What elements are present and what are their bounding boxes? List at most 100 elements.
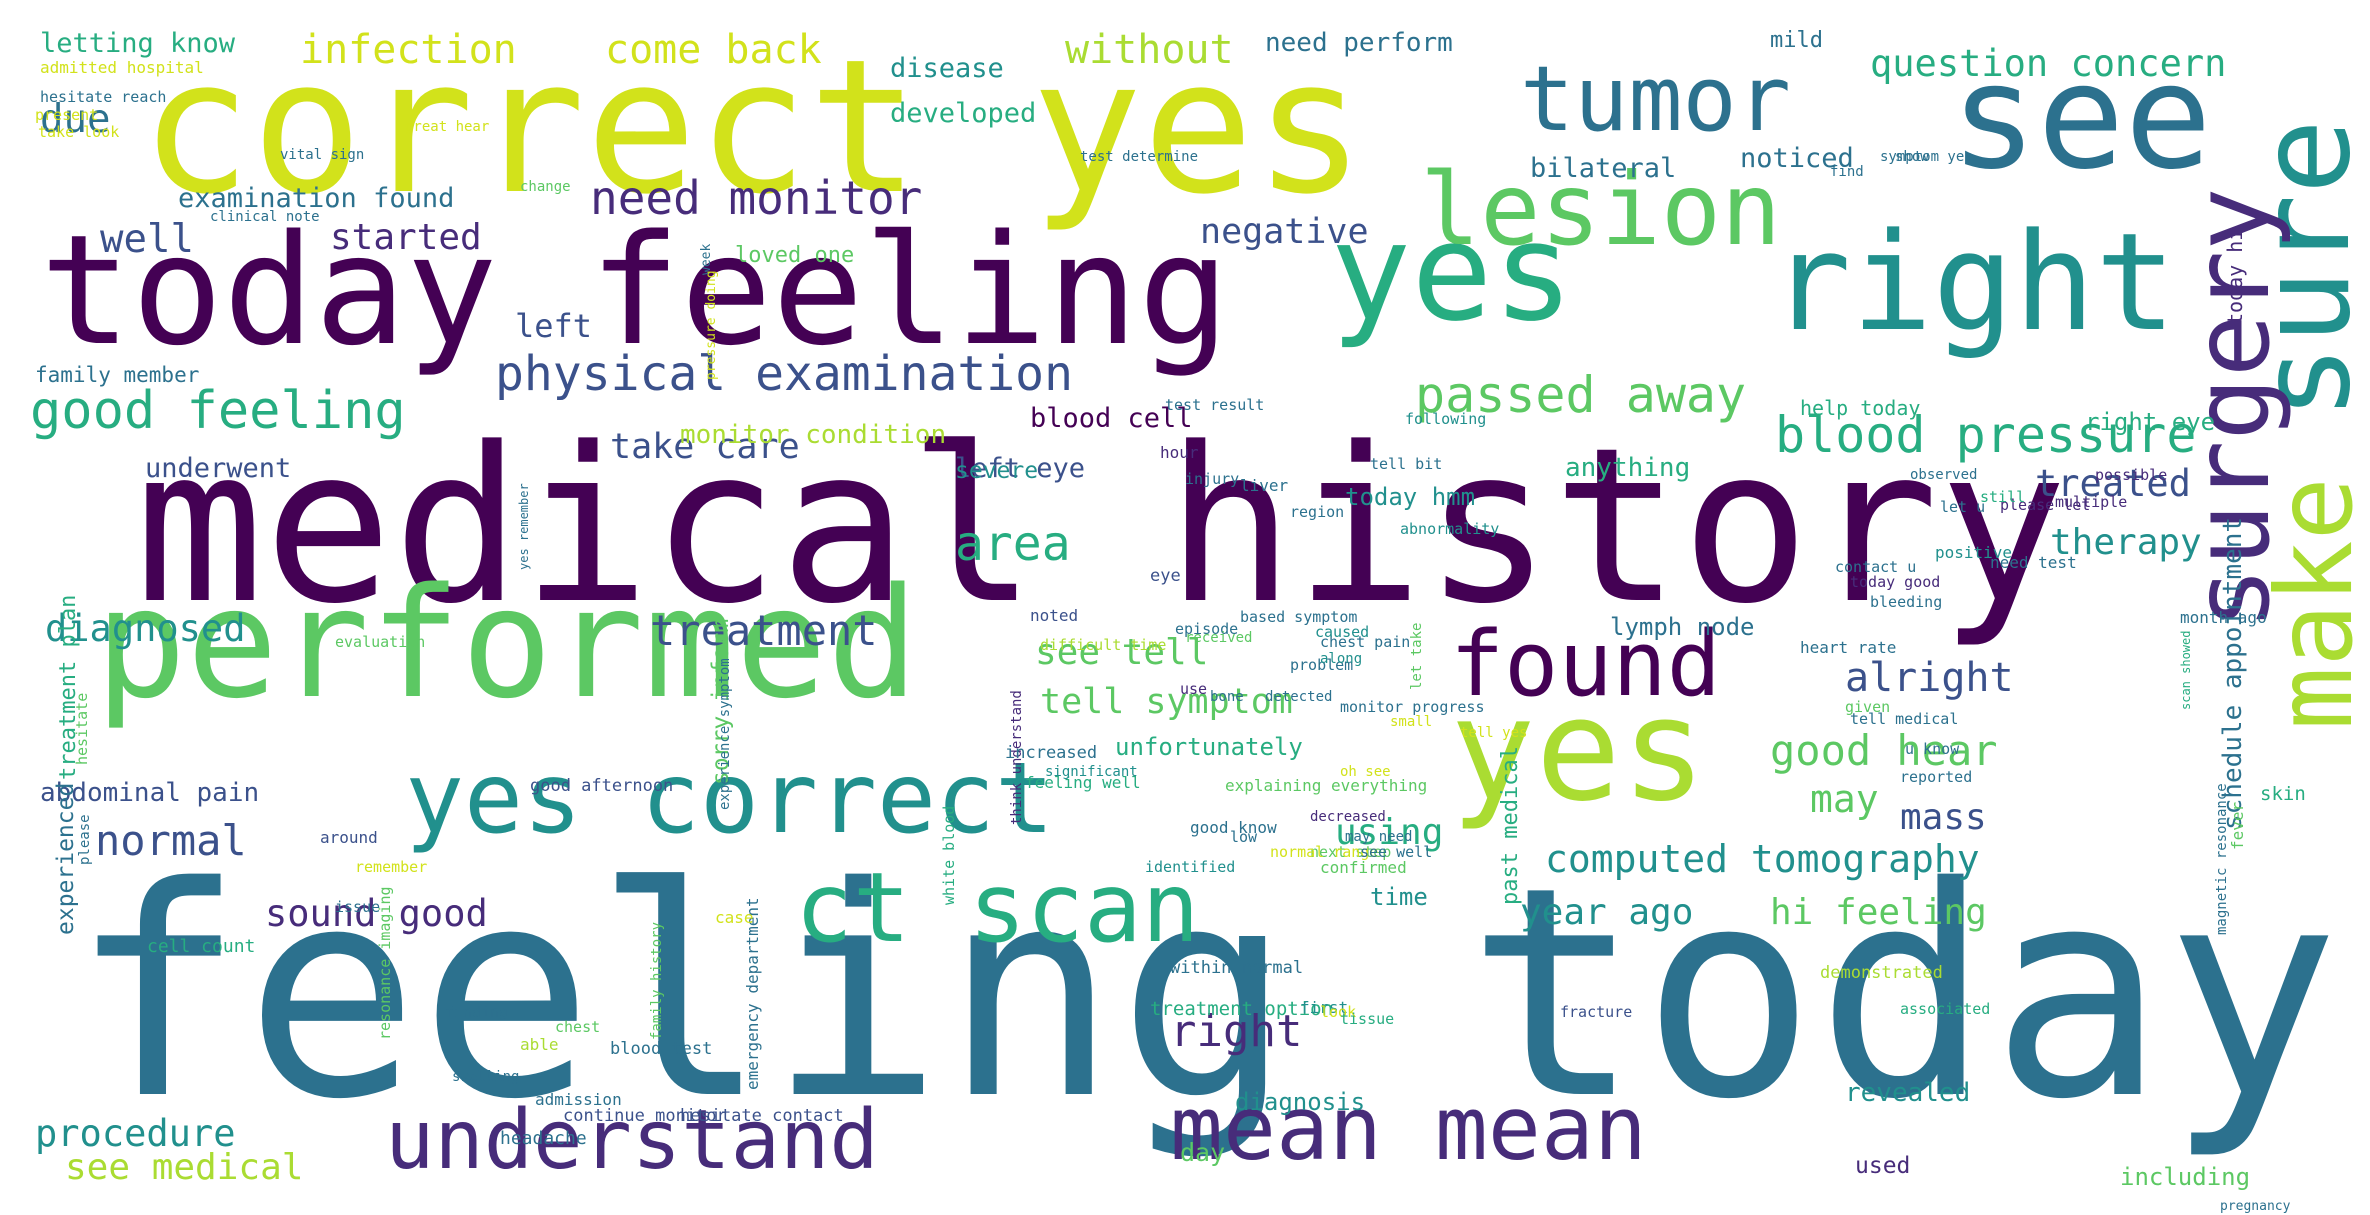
word: episode	[1175, 620, 1239, 638]
word: magnetic resonance	[2214, 783, 2230, 935]
word: may need	[1345, 829, 1413, 845]
word: multiple	[2055, 493, 2128, 511]
word: need test	[1990, 553, 2077, 572]
word: swelling	[452, 1069, 520, 1085]
word: right	[1170, 1006, 1303, 1057]
word: disease	[890, 53, 1004, 84]
word: performed	[95, 555, 919, 732]
word: evaluation	[335, 633, 426, 651]
word: contact u	[1835, 558, 1917, 576]
word: cell count	[147, 936, 256, 957]
word: headache	[500, 1128, 587, 1149]
word: physical examination	[495, 346, 1073, 402]
word: skin	[2260, 783, 2306, 805]
word: question concern	[1870, 42, 2227, 85]
word: today good	[1850, 573, 1941, 591]
word: abdominal pain	[40, 778, 260, 808]
word: observed	[1910, 467, 1978, 483]
word: resonance imaging	[376, 886, 394, 1040]
word: u know	[1905, 740, 1960, 758]
word: mild	[1770, 28, 1823, 53]
word: therapy	[2050, 522, 2202, 563]
word: alright	[1845, 655, 2014, 701]
word: tell bit	[1370, 455, 1443, 473]
word: great hear	[405, 119, 490, 135]
word: caused	[1315, 623, 1370, 641]
word: found	[1450, 612, 1721, 717]
word: monitor progress	[1340, 698, 1485, 716]
word: feeling well	[1025, 773, 1141, 792]
word: associated	[1900, 1000, 1991, 1018]
word: past medical	[1498, 746, 1523, 905]
word: treatment option	[1150, 998, 1334, 1020]
word: passed away	[1415, 366, 1747, 424]
word: finding	[445, 1003, 509, 1021]
word: take care	[610, 427, 800, 467]
word: bleeding	[1870, 593, 1943, 611]
word: treated	[2035, 462, 2191, 505]
word: injury	[1185, 470, 1240, 488]
word: possible	[2095, 466, 2168, 484]
word: continue monitor	[563, 1106, 727, 1126]
word: right	[1770, 204, 2177, 361]
word: need perform	[1265, 28, 1453, 58]
word: yes	[1330, 194, 1574, 351]
word: left	[515, 307, 593, 345]
word: correct yes	[140, 19, 1366, 235]
word: family history	[649, 921, 665, 1040]
word: hesitate contact	[680, 1106, 844, 1126]
word: chest pain	[1320, 633, 1411, 651]
word: test result	[1165, 396, 1265, 414]
word: positive	[1935, 543, 2013, 562]
word: computed tomography	[1545, 837, 1980, 881]
word: fracture	[1560, 1003, 1633, 1021]
word: show	[1895, 149, 1929, 165]
word: find	[1830, 164, 1864, 180]
word: diagnosis	[1235, 1088, 1366, 1116]
word: pregnancy	[2220, 1199, 2291, 1214]
word: hesitate	[73, 692, 91, 765]
word: see tell	[1035, 632, 1209, 673]
word: along	[1320, 651, 1363, 667]
word: lesion	[1420, 151, 1782, 268]
word: vital sign	[280, 147, 365, 163]
word: remember	[355, 858, 428, 876]
word: developed	[890, 98, 1037, 129]
word: liver	[1240, 476, 1289, 495]
word: medical history	[135, 402, 2068, 651]
word: first	[1300, 998, 1349, 1017]
word: procedure	[35, 1112, 236, 1155]
word: letting know	[40, 28, 236, 59]
word: scan showed	[2179, 630, 2193, 710]
word: tell yes	[1460, 725, 1528, 741]
word: started	[330, 217, 482, 258]
word: time	[1370, 883, 1428, 911]
word: demonstrated	[1820, 963, 1943, 983]
word: symptom yes	[1880, 149, 1973, 165]
word: fever	[2228, 801, 2247, 850]
word: come back	[605, 27, 822, 73]
word: bone	[1210, 689, 1244, 705]
word: let u	[1940, 498, 1986, 516]
word: identified	[1145, 858, 1236, 876]
word: good afternoon	[530, 776, 674, 796]
word: oh see	[1340, 764, 1391, 780]
word: experience symptom	[717, 658, 733, 810]
word: issue	[335, 898, 381, 916]
word: hi feeling	[1770, 892, 1987, 933]
word: underwent	[145, 453, 292, 484]
word: heart rate	[1800, 638, 1897, 657]
word: including	[2120, 1163, 2251, 1191]
word: family member	[35, 363, 200, 387]
word: hour	[1160, 443, 1199, 462]
word: anything	[1565, 453, 1691, 483]
word: well	[100, 217, 194, 262]
word: hesitate reach	[40, 88, 167, 106]
word: normal	[95, 816, 247, 865]
word: please let	[2000, 496, 2091, 514]
word: given	[1845, 698, 1891, 716]
word: chest	[555, 1018, 601, 1036]
word: around	[320, 828, 378, 847]
word: pressure doing	[704, 270, 719, 380]
word: good feeling	[30, 381, 406, 441]
